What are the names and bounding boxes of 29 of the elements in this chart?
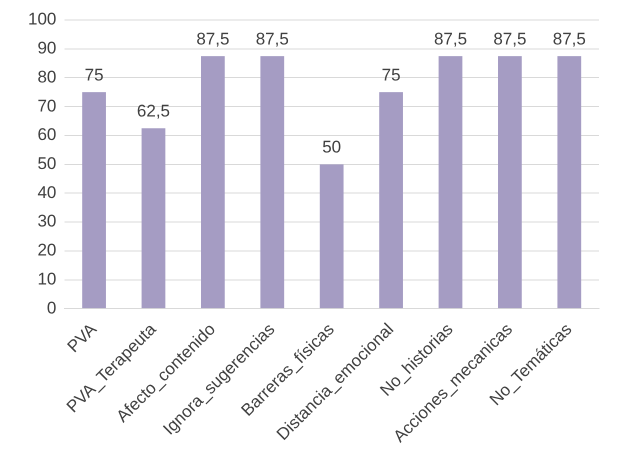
bar [200,56,225,308]
y-tick-label: 10 [37,269,56,288]
data-label: 87,5 [256,29,289,48]
data-label: 75 [84,65,104,84]
y-tick-label: 90 [37,38,56,58]
bar [320,164,344,308]
y-tick-label: 30 [37,212,56,231]
data-label: 62,5 [136,101,170,120]
data-label: 75 [382,65,401,84]
y-tick-label: 80 [37,67,56,86]
y-tick-label: 60 [37,125,56,144]
bar [142,128,166,308]
y-tick-label: 70 [37,96,56,116]
bar [498,56,522,308]
bar [557,56,582,308]
y-tick-label: 20 [37,240,56,260]
bar [82,92,106,308]
y-tick-label: 40 [37,182,56,202]
bar [379,92,403,308]
y-tick-label: 0 [46,298,56,318]
bar [438,56,462,308]
data-label: 87,5 [196,29,230,48]
y-tick-label: 100 [28,10,56,29]
data-label: 87,5 [434,29,468,48]
data-label: 87,5 [552,29,586,48]
data-label: 87,5 [493,29,526,48]
data-label: 50 [322,138,342,157]
y-tick-label: 50 [37,154,56,174]
bar [260,56,284,308]
